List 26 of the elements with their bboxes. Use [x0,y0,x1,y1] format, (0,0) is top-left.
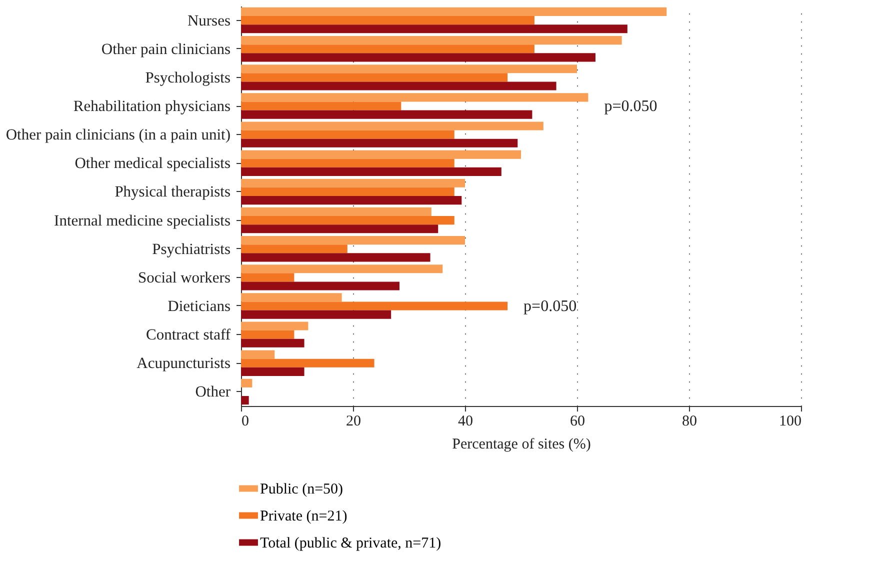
y-tick-label: Other pain clinicians (in a pain unit) [6,126,230,144]
x-axis-title: Percentage of sites (%) [452,436,591,452]
x-tick-label: 100 [779,414,802,430]
y-tick-label: Nurses [187,12,230,30]
y-tick-label: Psychiatrists [152,240,230,258]
y-tick-label: Physical therapists [114,184,230,201]
legend-label: Private (n=21) [260,508,348,524]
y-tick-label: Social workers [138,269,230,286]
y-tick-label: Other medical specialists [74,155,230,172]
x-tick-label: 20 [346,414,361,430]
y-tick-label: Dieticians [168,298,230,315]
x-tick-label: 60 [570,414,585,430]
x-tick-label: 80 [682,414,697,430]
y-tick-label: Contract staff [146,326,232,344]
annotation: p=0.050 [604,98,658,115]
y-tick-label: Other [195,384,232,401]
y-tick-label: Other pain clinicians [101,40,230,58]
legend-label: Total (public & private, n=71) [260,536,442,552]
legend-label: Public (n=50) [260,482,344,498]
y-tick-label: Psychologists [145,69,230,86]
x-tick-label: 40 [458,414,473,430]
y-tick-label: Internal medicine specialists [54,212,230,230]
x-tick-label: 0 [242,414,249,430]
annotation: p=0.050 [524,298,577,315]
y-tick-label: Rehabilitation physicians [73,98,230,115]
y-tick-label: Acupuncturists [136,355,230,372]
